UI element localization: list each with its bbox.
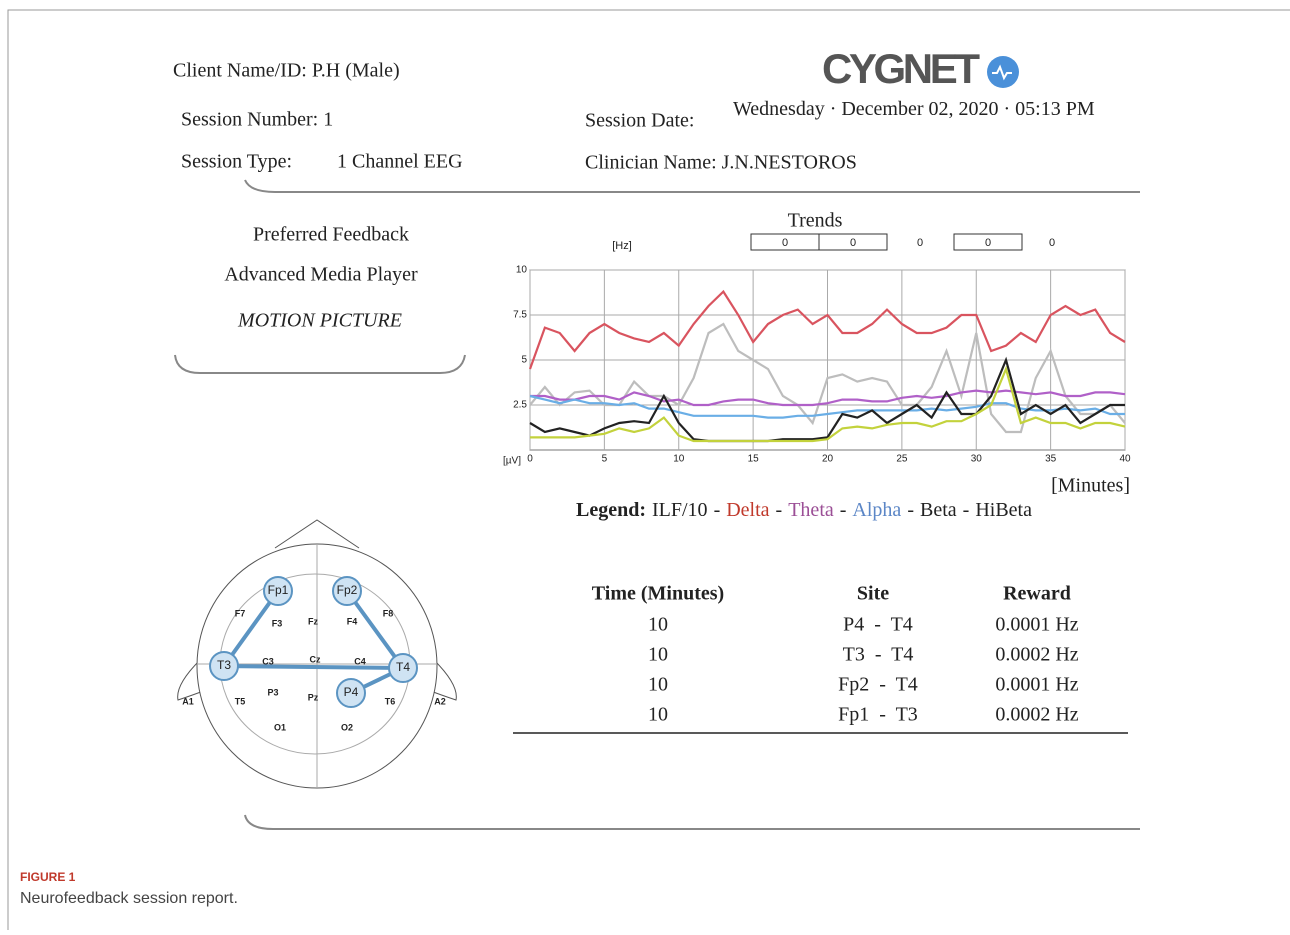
legend-entry: Alpha xyxy=(852,499,901,521)
electrode-label: F4 xyxy=(347,616,358,626)
electrode-label: T5 xyxy=(235,696,246,706)
head-diagram: Fp1 Fp2 F7 F3 Fz F4 F8 T3 C3 Cz C4 T4 A1 T5 P3 Pz P4 T6 A2… xyxy=(178,520,457,788)
x-tick-label: 10 xyxy=(673,454,685,465)
logo-icon xyxy=(987,56,1019,88)
table-cell: Fp1 - T3 xyxy=(838,704,918,726)
feedback-mode: MOTION PICTURE xyxy=(237,310,402,332)
header-rule xyxy=(245,180,1140,192)
electrode-label: Fp1 xyxy=(268,583,289,597)
electrode-label: T6 xyxy=(385,696,396,706)
legend-separator: - xyxy=(963,499,970,521)
feedback-title: Preferred Feedback xyxy=(253,224,409,246)
logo: CYGNET xyxy=(822,45,980,92)
table-cell: T3 - T4 xyxy=(843,644,914,666)
feedback-rule xyxy=(175,355,465,373)
electrode-label: F3 xyxy=(272,618,283,628)
session-date-label: Session Date: xyxy=(585,110,694,132)
x-tick-label: 40 xyxy=(1119,454,1131,465)
table-cell: 0.0002 Hz xyxy=(995,644,1078,666)
page: Client Name/ID: P.H (Male) Session Numbe… xyxy=(0,0,1290,930)
legend-entry: HiBeta xyxy=(975,499,1032,521)
trend-value: 0 xyxy=(850,237,856,249)
session-number: Session Number: 1 xyxy=(181,109,333,131)
legend: Legend:ILF/10-Delta-Theta-Alpha-Beta-HiB… xyxy=(576,499,1032,521)
legend-separator: - xyxy=(840,499,847,521)
table-cell: 0.0001 Hz xyxy=(995,614,1078,636)
table-cell: Fp2 - T4 xyxy=(838,674,918,696)
table-cell: 10 xyxy=(648,644,668,666)
table-cell: 10 xyxy=(648,674,668,696)
table-header: Site xyxy=(857,583,889,605)
legend-entry: Theta xyxy=(788,499,834,521)
trend-value: 0 xyxy=(782,237,788,249)
electrode-label: A2 xyxy=(434,696,446,706)
trend-value: 0 xyxy=(1049,237,1055,249)
caption-text: Neurofeedback session report. xyxy=(20,890,238,907)
table-cell: 0.0001 Hz xyxy=(995,674,1078,696)
clinician: Clinician Name: J.N.NESTOROS xyxy=(585,152,857,174)
session-date-box: Wednesday · December 02, 2020 · 05:13 PM xyxy=(733,97,1113,151)
table-header: Time (Minutes) xyxy=(592,583,724,605)
table-cell: 10 xyxy=(648,614,668,636)
y-axis-label: [µV] xyxy=(503,456,521,467)
electrode-label: O1 xyxy=(274,722,286,732)
feedback-player: Advanced Media Player xyxy=(224,264,418,286)
x-tick-label: 35 xyxy=(1045,454,1057,465)
legend-separator: - xyxy=(776,499,783,521)
y-tick-label: 7.5 xyxy=(513,310,527,321)
electrode-label: Pz xyxy=(308,692,319,702)
trends-title: Trends xyxy=(788,210,843,232)
caption-label: FIGURE 1 xyxy=(20,870,76,884)
legend-title: Legend: xyxy=(576,499,646,521)
electrode-label: T4 xyxy=(396,660,410,674)
electrode-label: T3 xyxy=(217,658,231,672)
session-date: Wednesday · December 02, 2020 · 05:13 PM xyxy=(733,97,1113,121)
trends-unit: [Hz] xyxy=(612,240,632,252)
trend-value: 0 xyxy=(985,237,991,249)
x-tick-label: 30 xyxy=(971,454,983,465)
electrode-label: Fp2 xyxy=(337,583,358,597)
electrode-label: F8 xyxy=(383,608,394,618)
electrode-label: F7 xyxy=(235,608,246,618)
y-tick-label: 10 xyxy=(516,265,528,276)
table-cell: 10 xyxy=(648,704,668,726)
x-axis-label: [Minutes] xyxy=(1051,475,1130,497)
x-tick-label: 20 xyxy=(822,454,834,465)
electrode-label: C3 xyxy=(262,656,274,666)
table-cell: P4 - T4 xyxy=(843,614,913,636)
table-cell: 0.0002 Hz xyxy=(995,704,1078,726)
x-tick-label: 0 xyxy=(527,454,533,465)
table-header: Reward xyxy=(1003,583,1071,605)
footer-rule xyxy=(245,815,1140,829)
electrode-label: Fz xyxy=(308,616,318,626)
electrode-label: O2 xyxy=(341,722,353,732)
electrode-label: A1 xyxy=(182,696,194,706)
session-type: 1 Channel EEG xyxy=(337,151,463,173)
electrode-label: P3 xyxy=(267,687,278,697)
session-type-label: Session Type: xyxy=(181,151,292,173)
electrode-label: P4 xyxy=(344,685,359,699)
client: Client Name/ID: P.H (Male) xyxy=(173,60,400,82)
legend-separator: - xyxy=(907,499,914,521)
trend-value: 0 xyxy=(917,237,923,249)
legend-entry: ILF/10 xyxy=(652,499,708,521)
electrode-label: Cz xyxy=(310,654,321,664)
x-tick-label: 5 xyxy=(602,454,608,465)
y-tick-label: 5 xyxy=(521,355,527,366)
legend-separator: - xyxy=(714,499,721,521)
electrode-label: C4 xyxy=(354,656,366,666)
legend-entry: Delta xyxy=(726,499,769,521)
y-tick-label: 2.5 xyxy=(513,400,527,411)
legend-entry: Beta xyxy=(920,499,957,521)
x-tick-label: 15 xyxy=(748,454,760,465)
x-tick-label: 25 xyxy=(896,454,908,465)
